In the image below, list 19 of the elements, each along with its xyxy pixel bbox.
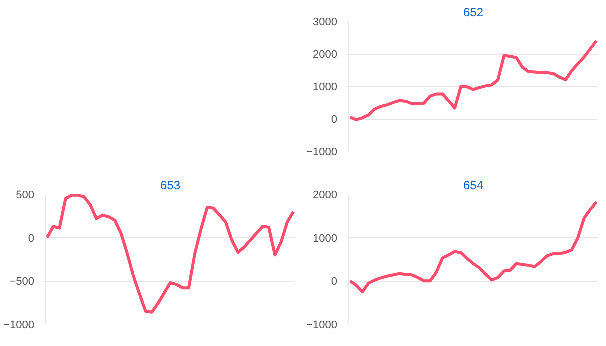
y-tick-label: 3000 — [313, 16, 338, 28]
line-series — [348, 40, 598, 122]
y-tick-label: −1000 — [306, 320, 338, 332]
chart-title: 653 — [160, 178, 181, 192]
y-tick-label: −500 — [10, 276, 35, 288]
y-tick-label: 2000 — [313, 49, 338, 61]
y-tick-label: 1000 — [313, 82, 338, 94]
line-series — [348, 200, 598, 294]
y-tick-label: 0 — [331, 276, 338, 288]
line-series — [46, 194, 296, 314]
y-tick-label: 500 — [16, 190, 35, 202]
chart-title: 654 — [463, 178, 484, 192]
y-tick-label: 1000 — [313, 232, 338, 245]
y-tick-label: −1000 — [4, 320, 35, 332]
y-tick-label: 0 — [331, 114, 338, 126]
y-tick-label: 2000 — [313, 190, 338, 202]
y-tick-label: 0 — [28, 232, 35, 245]
chart-title: 652 — [463, 6, 484, 20]
y-tick-label: −1000 — [306, 146, 338, 158]
